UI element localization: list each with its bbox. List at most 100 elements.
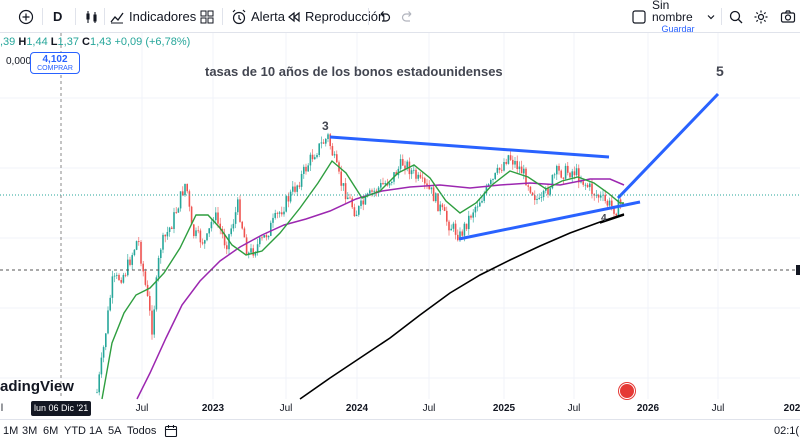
candle [518,166,521,170]
square-icon [632,9,646,24]
candle [243,228,246,238]
candle [417,174,419,179]
alert-button[interactable]: Alerta [231,0,285,33]
candle [465,223,468,230]
chevron-down-icon[interactable] [706,0,716,33]
wave-label-5[interactable]: 5 [716,63,724,79]
range-1a[interactable]: 1A [89,425,103,437]
clock-time[interactable]: 02:1( [774,425,800,437]
wave-label-3[interactable]: 3 [322,119,329,133]
candle [496,167,499,173]
wave4-baseline[interactable] [599,214,625,224]
replay-button[interactable]: Reproducción [287,0,385,33]
candle [327,134,329,139]
candle [547,188,549,195]
candle [316,155,318,158]
grid-icon[interactable] [200,0,214,33]
range-6m[interactable]: 6M [43,425,59,437]
candle [448,221,450,231]
time-axis-label: 2024 [345,403,369,414]
upper-trendline[interactable] [329,135,610,159]
candle [492,179,494,181]
time-axis[interactable]: l lun 06 Dic '21 Jul 2023 Jul 2024 Jul 2025 Ju… [0,400,800,419]
redo-icon[interactable] [401,0,415,33]
candle [567,165,569,173]
chart-annotation-title[interactable]: tasas de 10 años de los bonos estadounid… [205,64,503,79]
candle [351,198,353,208]
candle [501,169,503,171]
candle [441,204,444,208]
range-todos[interactable]: Todos [127,425,157,437]
trendlines[interactable] [329,92,720,241]
chart-grid [0,33,800,399]
candle [556,165,558,175]
candle [283,211,285,215]
camera-icon[interactable] [780,0,796,33]
candle [516,160,518,170]
candle [468,215,470,230]
candle [340,171,342,186]
undo-icon[interactable] [377,0,391,33]
divider [222,8,223,25]
candle [146,284,149,297]
us-flag-icon[interactable] [619,383,635,399]
candle [419,174,422,178]
candle [210,221,213,229]
candle [96,392,98,394]
range-3m[interactable]: 3M [22,425,38,437]
candle [597,194,600,198]
range-1m[interactable]: 1M [3,425,19,437]
candle [399,159,402,169]
candle [254,252,257,256]
candle [472,212,474,218]
indicators-button[interactable]: Indicadores [109,0,196,33]
candle [259,237,261,245]
range-5a[interactable]: 5A [108,425,122,437]
candle [580,181,582,183]
candle [452,223,455,229]
candle [485,185,488,194]
time-axis-label: Jul [711,403,725,414]
candle [270,222,272,236]
chart-pane[interactable]: ,39 H1,44 L1,37 C1,43 +0,09 (+6,78%) 0,0… [0,33,800,419]
alarm-clock-icon [232,9,246,24]
candle [527,185,529,187]
candle [199,230,202,243]
candle [155,277,158,310]
candle [384,183,386,185]
range-ytd[interactable]: YTD [64,425,86,437]
candle [267,235,270,238]
lower-trendline[interactable] [458,200,641,241]
candle [164,234,166,237]
layout-name-button[interactable]: Sin nombre Guardar [652,0,704,34]
search-icon[interactable] [728,0,744,33]
candles-icon[interactable] [84,0,100,33]
calendar-range-icon[interactable] [164,424,178,441]
price-chart[interactable] [0,33,800,419]
projection-line[interactable] [616,92,720,200]
candle [507,155,510,164]
candle [514,160,516,165]
gear-icon[interactable] [753,0,769,33]
layout-save-checkbox[interactable] [632,0,646,33]
candle [311,154,314,160]
close-label: C [82,36,90,48]
candle [575,168,578,176]
candle [320,142,323,144]
candle [265,235,268,238]
divider [75,8,76,25]
candle [184,183,186,196]
candle [573,171,576,176]
candle [421,177,424,179]
candle [116,274,118,276]
buy-button[interactable]: 4,102 COMPRAR [30,52,80,74]
candle [402,159,404,166]
candle [274,212,276,218]
interval-button[interactable]: D [53,9,63,24]
wave-label-4[interactable]: 4 [601,213,607,224]
time-axis-label: 2026 [636,403,660,414]
low-label: L [50,36,58,48]
plus-circle-icon[interactable] [18,0,34,33]
candle [197,230,199,232]
candle [437,193,439,212]
